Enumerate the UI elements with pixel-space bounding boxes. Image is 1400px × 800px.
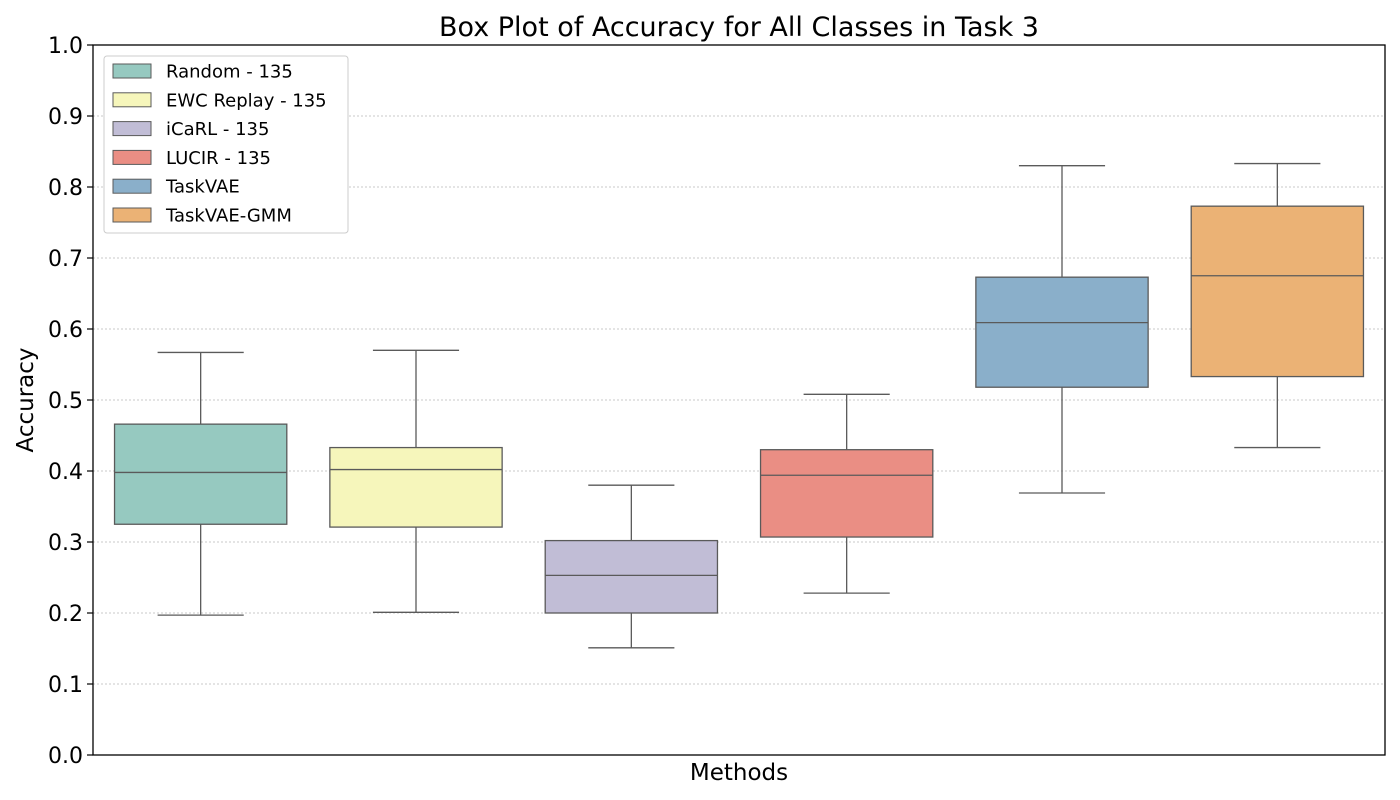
legend-item: TaskVAE-GMM: [112, 206, 292, 227]
iqr-box: [759, 449, 934, 538]
legend-item: TaskVAE: [112, 177, 240, 198]
y-axis-label: Accuracy: [13, 347, 39, 452]
box-2: [329, 349, 503, 613]
y-tick-label: 0.3: [48, 531, 83, 556]
box-5: [975, 165, 1149, 494]
y-tick-label: 0.2: [48, 602, 83, 627]
legend-label: TaskVAE-GMM: [165, 206, 292, 227]
y-tick-label: 0.4: [48, 460, 83, 485]
iqr-box: [1190, 205, 1365, 378]
legend-swatch: [112, 121, 152, 137]
box-3: [544, 484, 719, 649]
y-tick-label: 0.7: [48, 247, 83, 272]
boxes: [113, 162, 1365, 649]
iqr-box: [113, 423, 288, 525]
box-6: [1190, 162, 1365, 449]
legend-item: EWC Replay - 135: [112, 90, 327, 111]
y-tick-label: 0.1: [48, 673, 83, 698]
y-tick-label: 0.6: [48, 318, 83, 343]
legend-swatch: [112, 207, 152, 223]
legend-swatch: [112, 178, 152, 194]
legend-item: Random - 135: [112, 62, 293, 83]
legend-swatch: [112, 92, 152, 108]
legend-swatch: [112, 149, 152, 165]
box-1: [113, 351, 288, 616]
legend-item: LUCIR - 135: [112, 148, 271, 169]
iqr-box: [544, 539, 719, 614]
legend-swatch: [112, 63, 152, 79]
grid-lines: [93, 115, 1385, 685]
y-tick-label: 0.0: [48, 744, 83, 769]
iqr-box: [329, 446, 503, 528]
y-tick-label: 0.8: [48, 176, 83, 201]
legend-label: LUCIR - 135: [166, 148, 271, 169]
chart-title: Box Plot of Accuracy for All Classes in …: [439, 12, 1039, 43]
y-tick-label: 0.9: [48, 105, 83, 130]
legend-item: iCaRL - 135: [112, 119, 269, 140]
legend-label: EWC Replay - 135: [166, 90, 327, 111]
y-tick-label: 1.0: [48, 34, 83, 59]
legend-label: iCaRL - 135: [166, 119, 269, 140]
legend-frame: [103, 55, 349, 234]
box-4: [759, 393, 934, 594]
legend: Random - 135 EWC Replay - 135 iCaRL - 135 L…: [103, 55, 349, 234]
y-tick-labels: 0.0 0.1 0.2 0.3 0.4 0.5 0.6 0.7 0.8 0.9 1.0: [48, 34, 93, 769]
legend-label: Random - 135: [166, 62, 293, 83]
legend-label: TaskVAE: [165, 177, 240, 198]
x-axis-label: Methods: [690, 760, 788, 786]
iqr-box: [975, 276, 1149, 388]
y-tick-label: 0.5: [48, 389, 83, 414]
